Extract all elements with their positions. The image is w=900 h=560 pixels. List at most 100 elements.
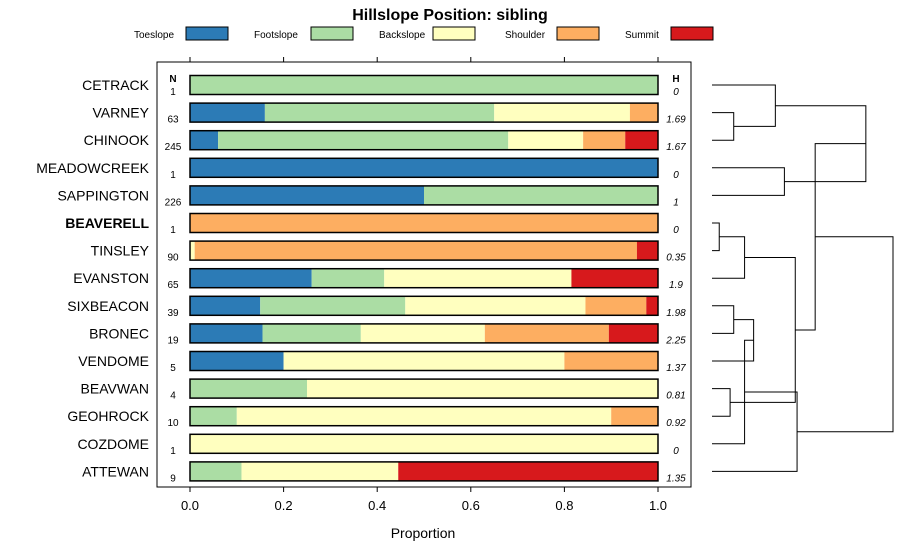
bar-segment-shoulder [629,103,658,123]
bar-outline [189,405,659,427]
legend-swatch-shoulder [556,26,600,41]
bar-segment-toeslope [190,130,219,150]
bar-segment-toeslope [190,103,265,123]
bar-row-beaverell [189,212,659,234]
x-tick-label: 0.2 [275,498,293,513]
bar-row-sappington [189,185,659,206]
legend-swatch-backslope [432,26,476,41]
legend-label-summit: Summit [625,30,659,41]
bar-segment-backslope [494,103,630,123]
bar-segment-summit [646,296,658,316]
bar-row-vendome [189,350,659,372]
n-value: 10 [167,418,179,429]
bar-segment-backslope [241,461,399,481]
bar-segment-toeslope [190,268,312,288]
row-label-sappington: SAPPINGTON [57,187,149,203]
bar-segment-footslope [218,130,509,150]
legend-swatch-toeslope [185,26,229,41]
dendrogram-merge [797,236,894,433]
bar-segment-footslope [424,185,658,205]
dendrogram-merge [712,388,731,417]
dendrogram-merge [712,305,735,334]
h-value: 0 [673,225,679,236]
h-value: 1.9 [669,280,683,291]
row-label-vendome: VENDOME [78,353,149,369]
row-label-sixbeacon: SIXBEACON [67,298,149,314]
row-label-cozdome: COZDOME [77,436,149,452]
row-label-evanston: EVANSTON [73,270,149,286]
legend: Toeslope Footslope Backslope Shoulder Summit [134,26,714,41]
x-tick-label: 0.0 [181,498,199,513]
h-value: 1.37 [666,363,686,374]
row-label-attewan: ATTEWAN [82,463,149,479]
bar-row-attewan [189,461,659,482]
bar-segment-summit [636,241,658,261]
bar-segment-summit [398,461,658,481]
row-label-beaverell: BEAVERELL [65,215,149,231]
row-label-chinook: CHINOOK [84,132,150,148]
bar-segment-toeslope [190,351,284,371]
bar-row-sixbeacon [189,295,659,317]
row-label-cetrack: CETRACK [82,77,150,93]
x-tick-label: 0.4 [368,498,386,513]
n-value: 63 [167,115,179,126]
dendrogram-merge [712,391,798,472]
n-value: 9 [170,473,176,484]
bar-row-geohrock [189,405,659,427]
h-value: 0 [673,170,679,181]
h-value: 0.92 [666,418,686,429]
bar-outline [189,267,659,289]
h-value: 1 [673,197,679,208]
bar-outline [189,129,659,151]
n-value: 90 [167,253,179,264]
row-label-varney: VARNEY [92,105,149,121]
dendrogram-merge [712,84,776,127]
bar-segment-shoulder [611,406,658,426]
bar-segment-backslope [405,296,586,316]
bar-row-bronec [189,323,659,344]
bars [189,74,659,482]
legend-label-backslope: Backslope [379,30,426,41]
bar-outline [189,461,659,482]
bar-segment-footslope [190,461,242,481]
bar-segment-toeslope [190,185,424,205]
x-tick-label: 0.8 [555,498,573,513]
dendrogram-merge [712,222,720,252]
bar-segment-shoulder [194,241,637,261]
legend-label-footslope: Footslope [254,30,298,41]
bar-segment-summit [571,268,658,288]
x-axis-title: Proportion [391,525,456,541]
n-value: 1 [170,225,176,236]
row-label-geohrock: GEOHROCK [67,408,149,424]
h-value: 1.67 [666,142,686,153]
bar-segment-backslope [384,268,572,288]
bar-row-evanston [189,267,659,289]
bar-segment-toeslope [190,296,261,316]
bar-segment-footslope [190,406,237,426]
row-label-bronec: BRONEC [89,325,149,341]
n-value: 65 [167,280,179,291]
bar-outline [189,323,659,344]
h-value: 1.98 [666,308,686,319]
x-tick-label: 1.0 [649,498,667,513]
n-value: 5 [170,363,176,374]
bar-segment-footslope [262,323,361,343]
bar-segment-backslope [508,130,584,150]
bar-row-cetrack [189,74,659,96]
bar-segment-shoulder [564,351,658,371]
h-value: 1.69 [666,115,686,126]
n-value: 1 [170,170,176,181]
bar-segment-shoulder [190,213,658,233]
n-value: 1 [170,87,176,98]
legend-swatch-footslope [310,26,354,41]
bar-outline [189,378,659,399]
n-value: 245 [165,142,182,153]
bar-segment-backslope [283,351,565,371]
legend-label-shoulder: Shoulder [505,30,546,41]
bar-segment-toeslope [190,323,263,343]
bar-row-varney [189,102,659,123]
bar-segment-shoulder [484,323,609,343]
bar-segment-footslope [311,268,385,288]
h-header: H [672,74,679,85]
